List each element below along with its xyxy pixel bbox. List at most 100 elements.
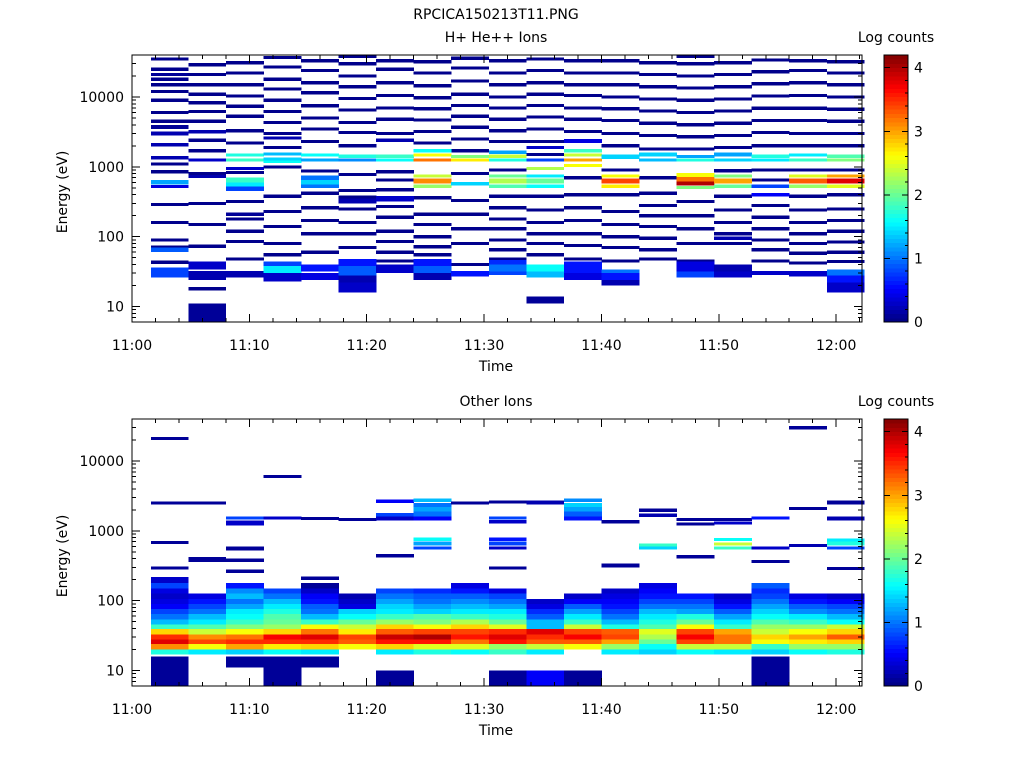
heatmap-cell — [789, 174, 828, 178]
heatmap-noise-cell — [789, 68, 828, 73]
heatmap-cell — [263, 261, 302, 266]
heatmap-noise-cell — [338, 207, 377, 211]
colorbar-step — [884, 255, 908, 260]
heatmap-noise-cell — [526, 103, 565, 107]
heatmap-cell — [676, 624, 715, 630]
heatmap-cell — [225, 558, 264, 562]
heatmap-cell — [413, 537, 452, 541]
heatmap-cell — [301, 153, 339, 157]
heatmap-noise-cell — [301, 191, 339, 195]
heatmap-noise-cell — [676, 110, 715, 115]
heatmap-noise-cell — [601, 144, 640, 148]
heatmap-cell — [526, 500, 565, 505]
heatmap-cell — [301, 624, 339, 630]
heatmap-noise-cell — [263, 55, 302, 59]
heatmap-noise-cell — [338, 85, 377, 89]
colorbar-step — [884, 71, 908, 77]
heatmap-cell — [751, 634, 790, 640]
heatmap-noise-cell — [639, 147, 677, 151]
colorbar-step — [884, 673, 908, 679]
heatmap-noise-cell — [601, 259, 640, 263]
heatmap-cell — [451, 588, 490, 594]
heatmap-cell — [188, 501, 227, 505]
heatmap-cell — [639, 582, 677, 589]
heatmap-cell — [789, 634, 828, 640]
heatmap-noise-cell — [338, 121, 377, 125]
heatmap-cell — [338, 614, 377, 620]
heatmap-noise-cell — [225, 199, 264, 203]
heatmap-cell — [150, 598, 189, 604]
heatmap-cell — [488, 593, 527, 599]
heatmap-cell — [225, 614, 264, 620]
heatmap-noise-cell — [225, 170, 264, 175]
colorbar-step — [884, 531, 908, 537]
y-tick-label: 100 — [97, 594, 124, 610]
heatmap-cell — [826, 538, 865, 542]
heatmap-noise-cell — [301, 232, 339, 236]
heatmap-noise-cell — [826, 229, 865, 233]
heatmap-noise-cell — [301, 68, 339, 73]
heatmap-cell — [301, 179, 339, 185]
heatmap-cell — [563, 139, 602, 143]
heatmap-cell — [413, 624, 452, 630]
heatmap-cell — [789, 153, 828, 157]
heatmap-cell — [188, 557, 227, 562]
heatmap-cell — [451, 154, 490, 158]
heatmap-noise-cell — [563, 130, 602, 134]
heatmap-cell — [563, 507, 602, 512]
heatmap-cell — [263, 159, 302, 163]
heatmap-cell — [751, 158, 790, 162]
heatmap-cell — [751, 184, 790, 188]
heatmap-cell — [601, 624, 640, 630]
heatmap-noise-cell — [826, 193, 865, 197]
heatmap-cell — [301, 629, 339, 635]
heatmap-noise-cell — [751, 106, 790, 110]
colorbar-frame — [883, 54, 909, 323]
heatmap-cell — [225, 271, 264, 278]
heatmap-noise-cell — [639, 109, 677, 113]
heatmap-cell — [826, 282, 865, 293]
heatmap-noise-cell — [451, 262, 490, 267]
colorbar-step — [884, 125, 908, 131]
heatmap-cell — [150, 566, 189, 570]
heatmap-noise-cell — [188, 172, 227, 176]
colorbar-step — [884, 205, 908, 210]
heatmap-cell — [563, 593, 602, 599]
heatmap-cell — [639, 619, 677, 625]
heatmap-noise-cell — [714, 72, 752, 77]
heatmap-cell — [263, 603, 302, 609]
heatmap-cell — [338, 518, 377, 522]
heatmap-cell — [789, 598, 828, 604]
heatmap-noise-cell — [451, 149, 490, 153]
heatmap-cell — [826, 609, 865, 615]
heatmap-cell — [188, 303, 227, 322]
heatmap-noise-cell — [601, 107, 640, 111]
heatmap-cell — [376, 670, 414, 686]
heatmap-cell — [714, 639, 752, 644]
heatmap-cell — [338, 639, 377, 644]
heatmap-cell — [751, 516, 790, 520]
heatmap-cell — [451, 582, 490, 589]
heatmap-cell — [413, 609, 452, 615]
heatmap-noise-cell — [376, 81, 414, 85]
heatmap-cell — [826, 275, 865, 283]
axes: 11:00 11:10 11:20 11:30 11:40 11:50 12:00 10 100… — [79, 418, 863, 718]
heatmap-cell — [150, 649, 189, 655]
x-tick-label: 11:00 — [112, 338, 152, 354]
heatmap-noise-cell — [601, 71, 640, 75]
heatmap-noise-cell — [676, 241, 715, 246]
heatmap-noise-cell — [188, 222, 227, 226]
heatmap-noise-cell — [526, 153, 565, 157]
colorbar-step — [884, 640, 908, 645]
heatmap-cell — [676, 634, 715, 640]
colorbar-step — [884, 435, 908, 441]
heatmap-noise-cell — [714, 109, 752, 113]
heatmap-noise-cell — [714, 61, 752, 65]
heatmap-noise-cell — [639, 176, 677, 180]
colorbar-step — [884, 544, 908, 549]
heatmap-cell — [639, 152, 677, 157]
heatmap-cell — [826, 614, 865, 620]
heatmap-cell — [301, 649, 339, 655]
heatmap-cell — [263, 619, 302, 625]
heatmap-cell — [376, 649, 414, 655]
